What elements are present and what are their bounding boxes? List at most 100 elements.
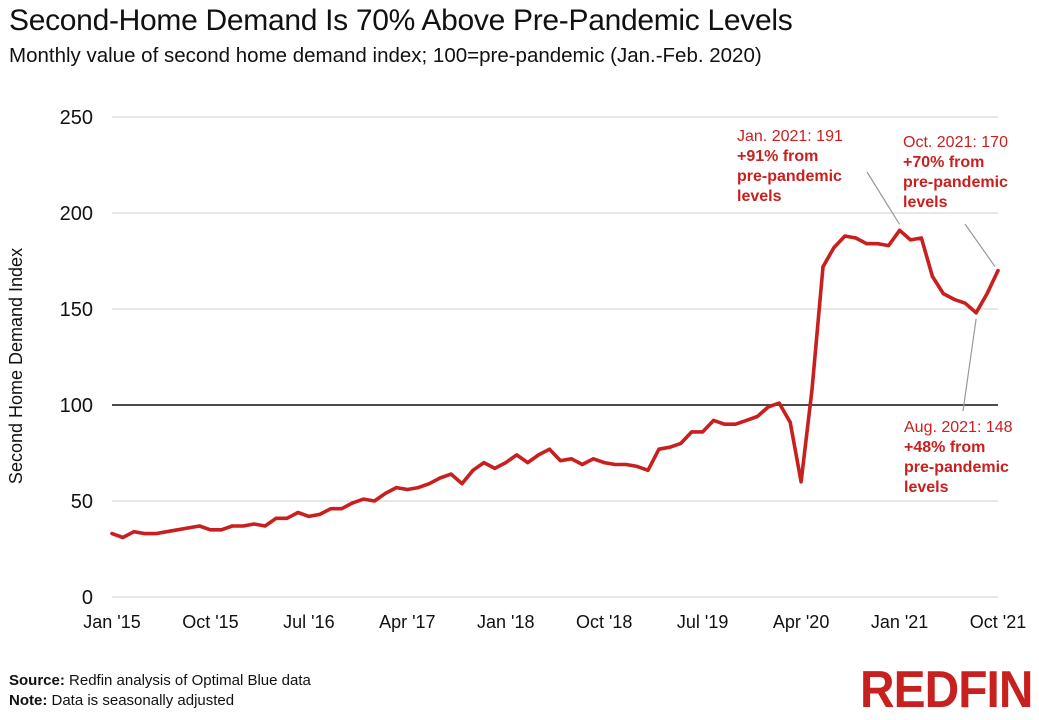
data-point <box>394 485 398 490</box>
data-point <box>876 242 880 246</box>
data-point <box>624 462 628 467</box>
data-point <box>985 292 989 296</box>
data-point <box>318 512 322 517</box>
y-tick-label: 50 <box>71 491 93 513</box>
data-point <box>930 274 934 278</box>
callout-leader <box>964 223 996 267</box>
redfin-logo: REDFIN <box>860 661 1033 719</box>
data-point <box>186 526 191 530</box>
data-point <box>832 245 836 250</box>
data-point <box>701 430 705 434</box>
x-tick-label: Jul '19 <box>677 612 728 632</box>
data-point <box>340 507 344 511</box>
data-point <box>230 524 234 528</box>
data-point <box>504 461 508 465</box>
data-point <box>547 447 552 451</box>
data-point <box>285 516 289 520</box>
data-point <box>427 482 431 486</box>
series-layer <box>110 228 1000 540</box>
x-tick-label: Oct '21 <box>970 612 1026 632</box>
callout-detail: levels <box>904 479 949 496</box>
data-point <box>121 535 125 540</box>
x-tick-label: Oct '18 <box>576 612 632 632</box>
callout-detail: +70% from <box>903 154 984 171</box>
demand-index-line <box>110 228 1000 540</box>
chart-title: Second-Home Demand Is 70% Above Pre-Pand… <box>9 4 793 37</box>
data-point <box>460 482 464 486</box>
data-point <box>952 297 956 301</box>
annotation-callout: Jan. 2021: 191 +91% from pre-pandemic level… <box>737 128 901 225</box>
data-point <box>132 530 136 534</box>
callout-detail: +91% from <box>737 148 818 165</box>
data-point <box>613 462 617 467</box>
data-point <box>854 236 858 240</box>
data-point <box>897 228 902 232</box>
data-point <box>810 388 814 392</box>
data-point <box>963 301 967 305</box>
data-point <box>176 528 180 532</box>
data-point <box>526 461 530 465</box>
callout-label: Oct. 2021: 170 <box>903 134 1008 151</box>
callout-label: Jan. 2021: 191 <box>737 128 843 145</box>
data-point <box>821 265 825 269</box>
chart-subtitle: Monthly value of second home demand inde… <box>9 44 762 67</box>
annotation-callout: Aug. 2021: 148 +48% from pre-pandemic level… <box>904 318 1013 496</box>
y-tick-label: 150 <box>60 299 93 321</box>
data-point <box>755 414 759 419</box>
data-point <box>329 507 333 511</box>
data-point <box>657 447 661 451</box>
data-point <box>110 532 114 536</box>
data-point <box>843 234 847 238</box>
callout-detail: pre-pandemic <box>737 168 842 185</box>
callout-leader <box>962 318 977 412</box>
data-point <box>766 405 770 409</box>
data-point <box>515 453 519 457</box>
data-point <box>241 524 245 528</box>
data-point <box>996 269 1000 273</box>
data-point <box>351 501 355 505</box>
data-point <box>679 441 683 445</box>
y-tick-label: 250 <box>60 107 93 129</box>
data-point <box>307 514 311 518</box>
x-tick-label: Jul '16 <box>283 612 334 632</box>
note-label: Note: <box>9 692 48 709</box>
y-tick-label: 100 <box>60 395 93 417</box>
data-point <box>536 453 541 457</box>
data-point <box>361 497 366 501</box>
data-point <box>799 480 803 484</box>
y-tick-label: 0 <box>82 587 93 609</box>
data-point <box>471 468 475 472</box>
data-point <box>219 528 223 532</box>
data-point <box>372 499 377 503</box>
data-point <box>252 522 256 526</box>
data-point <box>788 420 792 424</box>
data-point <box>908 238 913 242</box>
data-point <box>154 532 158 536</box>
data-point <box>887 244 891 248</box>
grid-layer <box>112 116 998 598</box>
data-point <box>646 468 650 472</box>
data-point <box>416 485 420 490</box>
y-axis-title: Second Home Demand Index <box>6 248 26 484</box>
data-point <box>558 459 563 463</box>
data-point <box>722 422 727 426</box>
x-tick-label: Jan '18 <box>477 612 534 632</box>
x-tick-label: Apr '20 <box>773 612 829 632</box>
data-point <box>580 462 584 467</box>
data-point <box>865 242 869 246</box>
data-point <box>591 457 595 461</box>
data-point <box>602 461 606 465</box>
callout-detail: +48% from <box>904 439 985 456</box>
data-point <box>974 311 978 315</box>
data-point <box>449 472 453 476</box>
source-text: Redfin analysis of Optimal Blue data <box>69 672 311 689</box>
source-label: Source: <box>9 672 65 689</box>
source-note: Source: Redfin analysis of Optimal Blue … <box>9 672 311 689</box>
callout-leader <box>866 171 901 225</box>
x-tick-label: Apr '17 <box>379 612 435 632</box>
data-point <box>383 491 388 495</box>
data-point <box>197 524 202 528</box>
data-point <box>405 487 409 492</box>
x-tick-label: Oct '15 <box>182 612 238 632</box>
data-point <box>143 532 147 536</box>
